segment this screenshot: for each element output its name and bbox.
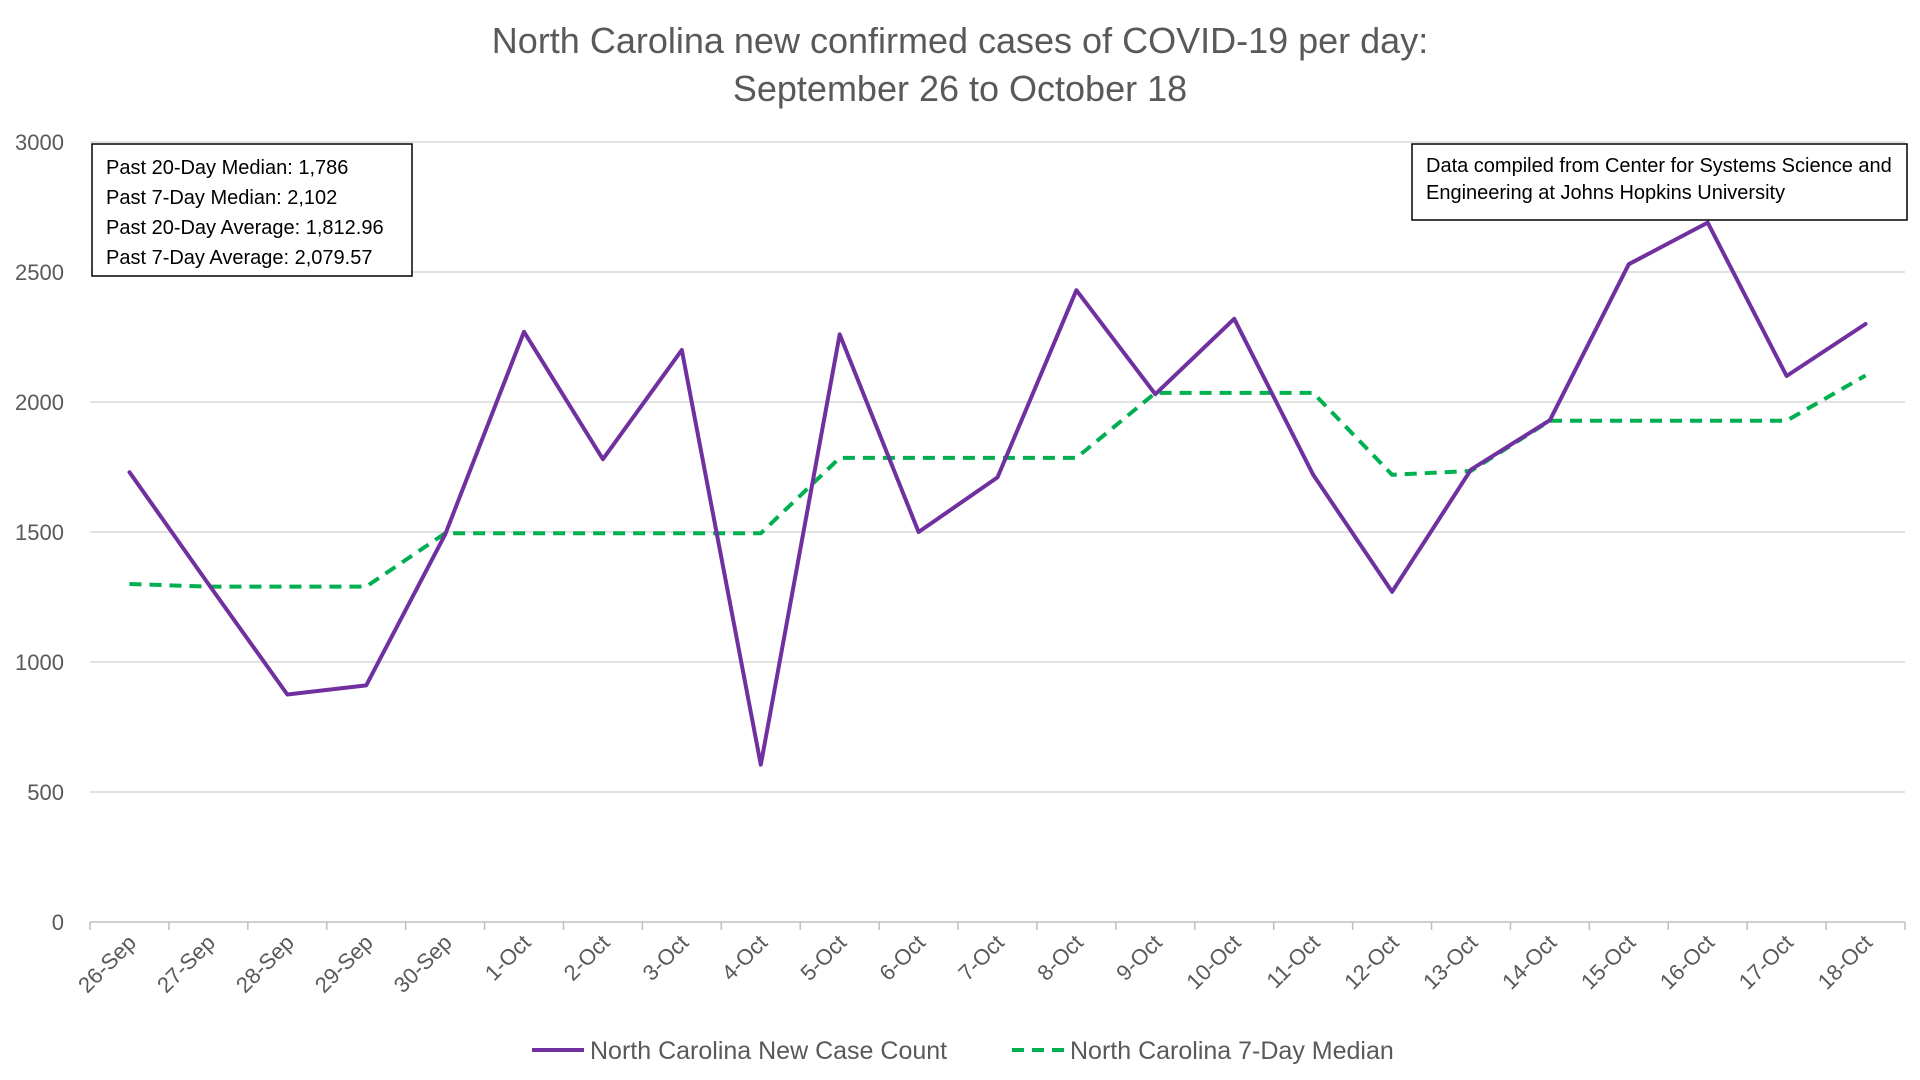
case-count-point bbox=[522, 330, 526, 334]
case-count-point bbox=[1311, 473, 1315, 477]
median-point bbox=[285, 585, 289, 589]
x-axis-ticks: 26-Sep 27-Sep 28-Sep 29-Sep 30-Sep 1-Oct 2-Oct… bbox=[73, 922, 1906, 998]
legend: North Carolina New Case Count North Caro… bbox=[532, 1037, 1394, 1065]
median-point bbox=[1074, 456, 1078, 460]
median-point bbox=[917, 456, 921, 460]
stats-line: Past 7-Day Average: 2,079.57 bbox=[106, 247, 372, 269]
source-line: Engineering at Johns Hopkins University bbox=[1426, 182, 1785, 204]
chart-subtitle: September 26 to October 18 bbox=[733, 68, 1187, 109]
stats-line: Past 20-Day Average: 1,812.96 bbox=[106, 217, 384, 239]
median-point bbox=[1706, 419, 1710, 423]
y-axis-ticks: 0 500 1000 1500 2000 2500 3000 bbox=[15, 130, 64, 935]
median-point bbox=[1627, 419, 1631, 423]
median-point bbox=[1311, 391, 1315, 395]
median-point bbox=[601, 531, 605, 535]
case-count-point bbox=[996, 475, 1000, 479]
case-count-point bbox=[1074, 288, 1078, 292]
median-point bbox=[1864, 374, 1868, 378]
x-tick-label: 10-Oct bbox=[1181, 930, 1245, 994]
median-point bbox=[128, 582, 132, 586]
case-count-point bbox=[128, 470, 132, 474]
median-point bbox=[1785, 419, 1789, 423]
y-tick-label: 1000 bbox=[15, 650, 64, 675]
x-tick-label: 7-Oct bbox=[953, 930, 1009, 986]
case-count-point bbox=[285, 693, 289, 697]
source-annotation-box: Data compiled from Center for Systems Sc… bbox=[1411, 143, 1908, 221]
x-tick-label: 12-Oct bbox=[1339, 930, 1403, 994]
chart-title: North Carolina new confirmed cases of CO… bbox=[492, 20, 1428, 61]
x-tick-label: 16-Oct bbox=[1655, 930, 1719, 994]
x-tick-label: 11-Oct bbox=[1261, 930, 1324, 993]
case-count-point bbox=[601, 457, 605, 461]
x-tick-label: 5-Oct bbox=[795, 930, 851, 986]
x-tick-label: 8-Oct bbox=[1032, 930, 1088, 986]
series-line-case-count bbox=[127, 220, 1868, 767]
y-tick-label: 0 bbox=[52, 910, 64, 935]
case-count-point bbox=[1469, 468, 1473, 472]
x-tick-label: 29-Sep bbox=[310, 930, 378, 998]
source-box-frame bbox=[1411, 143, 1908, 221]
median-point bbox=[1390, 473, 1394, 477]
x-tick-label: 6-Oct bbox=[874, 930, 930, 986]
stats-annotation-box: Past 20-Day Median: 1,786 Past 7-Day Med… bbox=[91, 143, 413, 277]
x-tick-label: 9-Oct bbox=[1111, 930, 1167, 986]
x-tick-label: 18-Oct bbox=[1813, 930, 1877, 994]
case-count-point bbox=[680, 348, 684, 352]
case-count-point bbox=[443, 533, 447, 537]
series-line-7-day-median bbox=[129, 373, 1867, 589]
median-point bbox=[838, 456, 842, 460]
y-tick-label: 3000 bbox=[15, 130, 64, 155]
case-count-point bbox=[1153, 392, 1157, 396]
x-tick-label: 15-Oct bbox=[1576, 930, 1640, 994]
case-count-point bbox=[364, 683, 368, 687]
stats-box-frame bbox=[91, 143, 413, 277]
x-tick-label: 13-Oct bbox=[1418, 930, 1482, 994]
median-point bbox=[364, 585, 368, 589]
y-tick-label: 500 bbox=[27, 780, 64, 805]
x-tick-label: 4-Oct bbox=[717, 930, 773, 986]
y-tick-label: 2500 bbox=[15, 260, 64, 285]
legend-label-median: North Carolina 7-Day Median bbox=[1070, 1037, 1394, 1065]
stats-line: Past 7-Day Median: 2,102 bbox=[106, 187, 337, 209]
case-count-point bbox=[1390, 590, 1394, 594]
legend-label-case-count: North Carolina New Case Count bbox=[590, 1037, 947, 1065]
case-count-point bbox=[1627, 262, 1631, 266]
case-count-point bbox=[1548, 418, 1552, 422]
x-tick-label: 2-Oct bbox=[559, 930, 615, 986]
x-tick-label: 14-Oct bbox=[1497, 930, 1561, 994]
x-tick-label: 27-Sep bbox=[152, 930, 220, 998]
median-point bbox=[759, 531, 763, 535]
case-count-point bbox=[206, 582, 210, 586]
y-tick-label: 2000 bbox=[15, 390, 64, 415]
x-tick-label: 1-Oct bbox=[480, 930, 536, 986]
case-count-point bbox=[838, 332, 842, 336]
case-count-point bbox=[1864, 322, 1868, 326]
median-point bbox=[522, 531, 526, 535]
case-count-point bbox=[917, 530, 921, 534]
case-count-point bbox=[759, 763, 763, 767]
stats-line: Past 20-Day Median: 1,786 bbox=[106, 157, 348, 179]
case-count-point bbox=[1706, 221, 1710, 225]
source-line: Data compiled from Center for Systems Sc… bbox=[1426, 155, 1892, 177]
x-tick-label: 28-Sep bbox=[231, 930, 299, 998]
median-point bbox=[1232, 391, 1236, 395]
case-count-point bbox=[1785, 374, 1789, 378]
y-tick-label: 1500 bbox=[15, 520, 64, 545]
median-point bbox=[996, 456, 1000, 460]
median-point bbox=[680, 531, 684, 535]
x-tick-label: 30-Sep bbox=[389, 930, 457, 998]
x-tick-label: 3-Oct bbox=[638, 930, 694, 986]
case-count-point bbox=[1232, 317, 1236, 321]
x-tick-label: 26-Sep bbox=[73, 930, 141, 998]
series-layer bbox=[127, 220, 1868, 767]
x-tick-label: 17-Oct bbox=[1734, 930, 1798, 994]
